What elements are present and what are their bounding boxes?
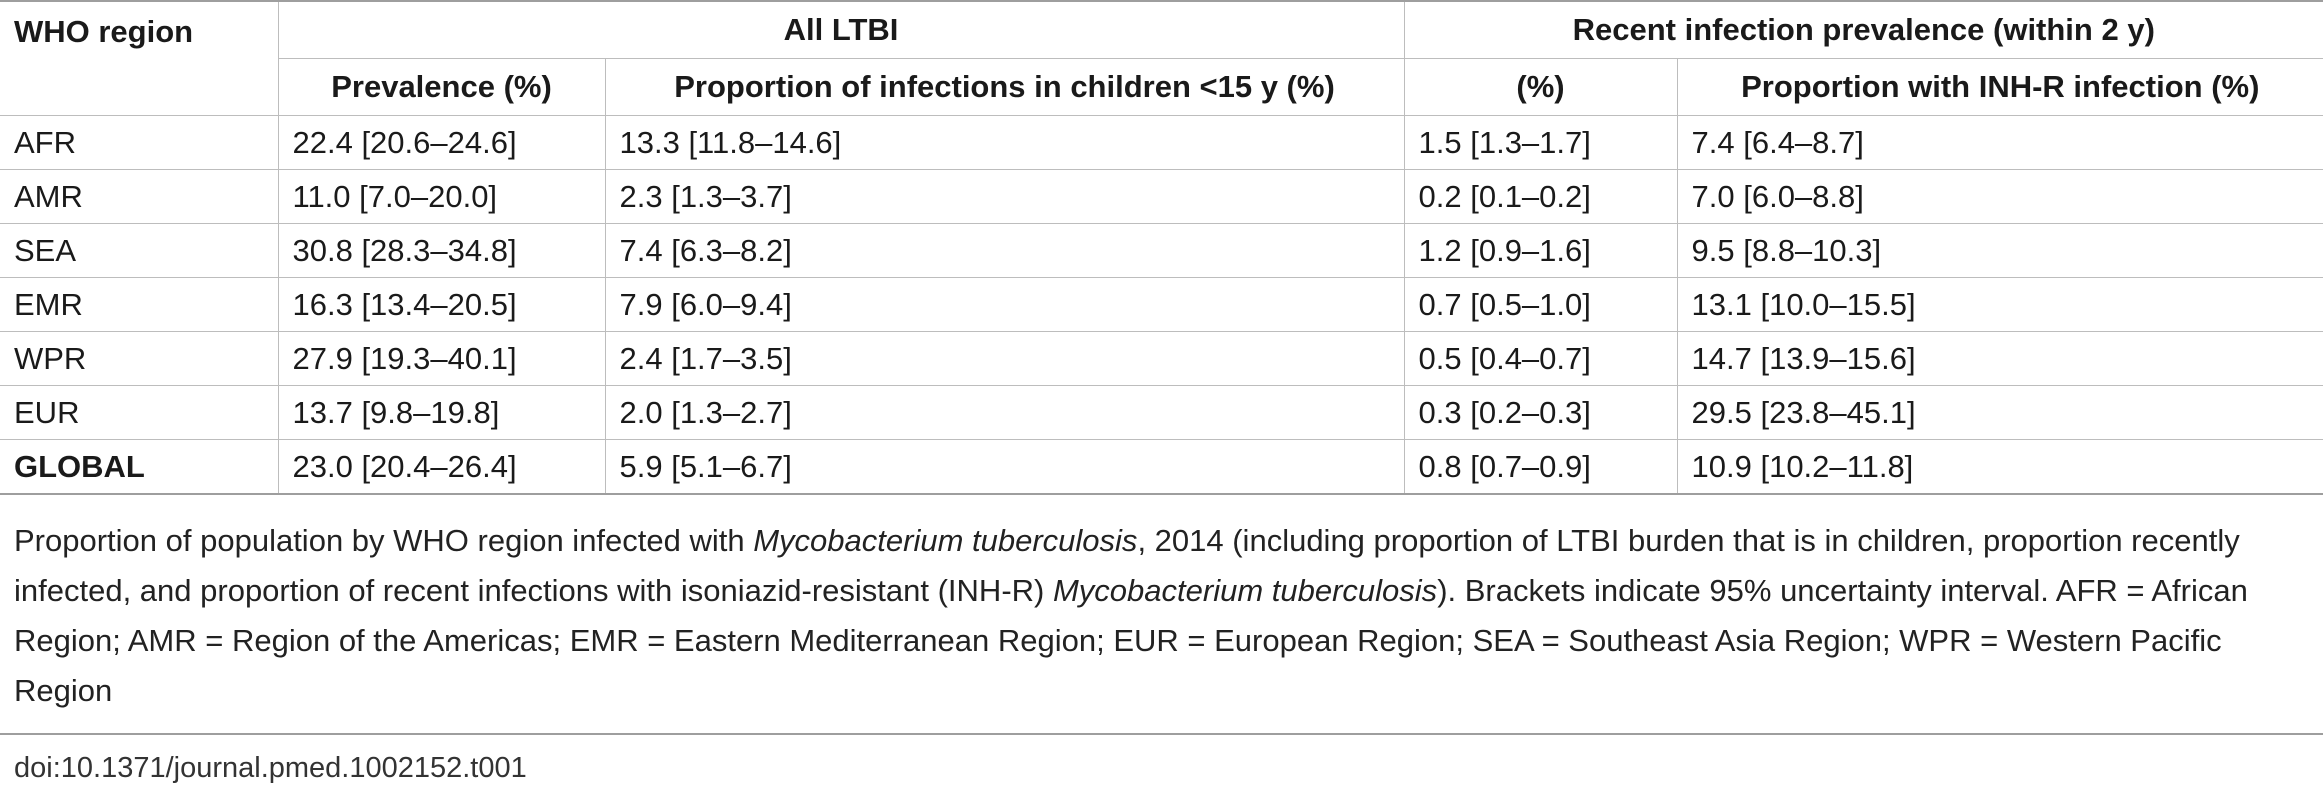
cell-region: AMR <box>0 169 279 224</box>
doi-link[interactable]: doi:10.1371/journal.pmed.1002152.t001 <box>14 752 527 784</box>
cell-prevalence: 16.3 [13.4–20.5] <box>277 277 606 332</box>
cell-region: EMR <box>0 277 279 332</box>
cell-recent: 0.2 [0.1–0.2] <box>1403 169 1678 224</box>
cell-prevalence: 23.0 [20.4–26.4] <box>277 439 606 495</box>
cell-children: 7.9 [6.0–9.4] <box>604 277 1405 332</box>
cell-inhr: 7.0 [6.0–8.8] <box>1676 169 2323 224</box>
caption-text-3: ). Brackets indicate 95% uncertainty int… <box>14 573 2248 708</box>
header-inhr: Proportion with INH-R infection (%) <box>1676 58 2323 116</box>
table-row: SEA 30.8 [28.3–34.8] 7.4 [6.3–8.2] 1.2 [… <box>0 223 2323 278</box>
header-recent-infection: Recent infection prevalence (within 2 y) <box>1403 0 2323 59</box>
cell-region: WPR <box>0 331 279 386</box>
cell-prevalence: 11.0 [7.0–20.0] <box>277 169 606 224</box>
header-region: WHO region <box>0 0 279 116</box>
cell-region: SEA <box>0 223 279 278</box>
table-row: EUR 13.7 [9.8–19.8] 2.0 [1.3–2.7] 0.3 [0… <box>0 385 2323 440</box>
cell-prevalence: 13.7 [9.8–19.8] <box>277 385 606 440</box>
table-caption: Proportion of population by WHO region i… <box>14 516 2304 716</box>
cell-inhr: 9.5 [8.8–10.3] <box>1676 223 2323 278</box>
cell-inhr: 13.1 [10.0–15.5] <box>1676 277 2323 332</box>
caption-text-1: Proportion of population by WHO region i… <box>14 523 754 558</box>
cell-region: EUR <box>0 385 279 440</box>
cell-children: 2.0 [1.3–2.7] <box>604 385 1405 440</box>
cell-recent: 0.7 [0.5–1.0] <box>1403 277 1678 332</box>
table-row: WPR 27.9 [19.3–40.1] 2.4 [1.7–3.5] 0.5 [… <box>0 331 2323 386</box>
cell-region: AFR <box>0 115 279 170</box>
table-row: AMR 11.0 [7.0–20.0] 2.3 [1.3–3.7] 0.2 [0… <box>0 169 2323 224</box>
cell-children: 2.3 [1.3–3.7] <box>604 169 1405 224</box>
cell-children: 7.4 [6.3–8.2] <box>604 223 1405 278</box>
cell-children: 5.9 [5.1–6.7] <box>604 439 1405 495</box>
cell-inhr: 7.4 [6.4–8.7] <box>1676 115 2323 170</box>
header-recent-pct: (%) <box>1403 58 1678 116</box>
cell-children: 2.4 [1.7–3.5] <box>604 331 1405 386</box>
cell-recent: 0.5 [0.4–0.7] <box>1403 331 1678 386</box>
table-row: AFR 22.4 [20.6–24.6] 13.3 [11.8–14.6] 1.… <box>0 115 2323 170</box>
header-children: Proportion of infections in children <15… <box>604 58 1405 116</box>
cell-recent: 1.5 [1.3–1.7] <box>1403 115 1678 170</box>
cell-recent: 0.3 [0.2–0.3] <box>1403 385 1678 440</box>
cell-prevalence: 22.4 [20.6–24.6] <box>277 115 606 170</box>
header-prevalence: Prevalence (%) <box>278 58 606 116</box>
caption-species-1: Mycobacterium tuberculosis <box>753 523 1138 558</box>
cell-inhr: 14.7 [13.9–15.6] <box>1676 331 2323 386</box>
header-row-columns: Prevalence (%) Proportion of infections … <box>0 58 2323 116</box>
caption-text-2: , 2014 (including proportion of LTBI bur… <box>14 523 2240 608</box>
cell-inhr: 29.5 [23.8–45.1] <box>1676 385 2323 440</box>
header-row-group: WHO region All LTBI Recent infection pre… <box>0 0 2323 116</box>
table-row-global: GLOBAL 23.0 [20.4–26.4] 5.9 [5.1–6.7] 0.… <box>0 439 2323 495</box>
cell-prevalence: 27.9 [19.3–40.1] <box>277 331 606 386</box>
header-all-ltbi: All LTBI <box>277 0 1405 59</box>
cell-region: GLOBAL <box>0 439 279 495</box>
cell-recent: 1.2 [0.9–1.6] <box>1403 223 1678 278</box>
cell-children: 13.3 [11.8–14.6] <box>604 115 1405 170</box>
cell-recent: 0.8 [0.7–0.9] <box>1403 439 1678 495</box>
cell-prevalence: 30.8 [28.3–34.8] <box>277 223 606 278</box>
caption-species-2: Mycobacterium tuberculosis <box>1052 573 1438 608</box>
table-row: EMR 16.3 [13.4–20.5] 7.9 [6.0–9.4] 0.7 [… <box>0 277 2323 332</box>
footer-divider <box>0 733 2323 735</box>
cell-inhr: 10.9 [10.2–11.8] <box>1676 439 2323 495</box>
ltbi-table: WHO region All LTBI Recent infection pre… <box>0 0 2323 495</box>
